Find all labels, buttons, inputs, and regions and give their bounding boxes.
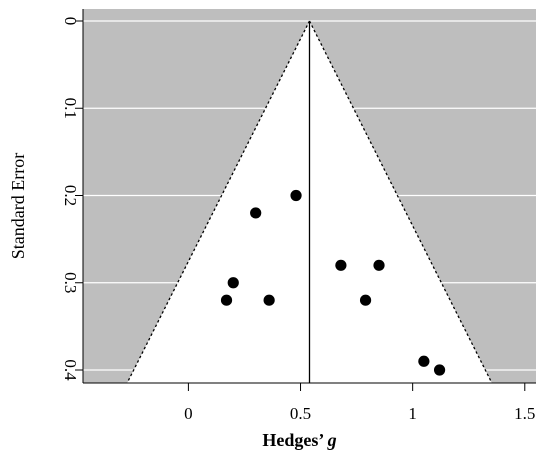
study-points	[220, 189, 446, 376]
study-point	[290, 189, 302, 202]
y-tick-label: 0	[61, 17, 80, 26]
x-axis-title-symbol: g	[327, 430, 337, 450]
y-tick-label: 0.3	[61, 272, 80, 293]
x-tick-label: 1	[408, 404, 417, 423]
study-point	[220, 294, 233, 306]
study-point	[250, 207, 262, 219]
x-tick-label: 1.5	[514, 404, 535, 423]
study-point	[373, 259, 385, 271]
x-tick-label: 0	[184, 404, 193, 423]
y-tick-label: 0.1	[61, 98, 80, 119]
study-point	[418, 355, 430, 367]
study-point	[263, 294, 275, 306]
x-tick-label: 0.5	[290, 404, 311, 423]
x-axis: 0 0.5 1 1.5	[83, 382, 536, 423]
y-axis: 0 0.1 0.2 0.3 0.4	[61, 9, 84, 383]
y-axis-title: Standard Error	[8, 153, 28, 259]
x-axis-title-text: Hedges’	[262, 430, 323, 450]
study-point	[227, 277, 239, 289]
x-axis-title: Hedges’ g	[262, 430, 336, 450]
study-point	[335, 259, 347, 271]
y-tick-label: 0.4	[61, 359, 80, 381]
study-point	[359, 294, 372, 306]
y-tick-label: 0.2	[61, 185, 80, 206]
study-point	[433, 364, 446, 376]
